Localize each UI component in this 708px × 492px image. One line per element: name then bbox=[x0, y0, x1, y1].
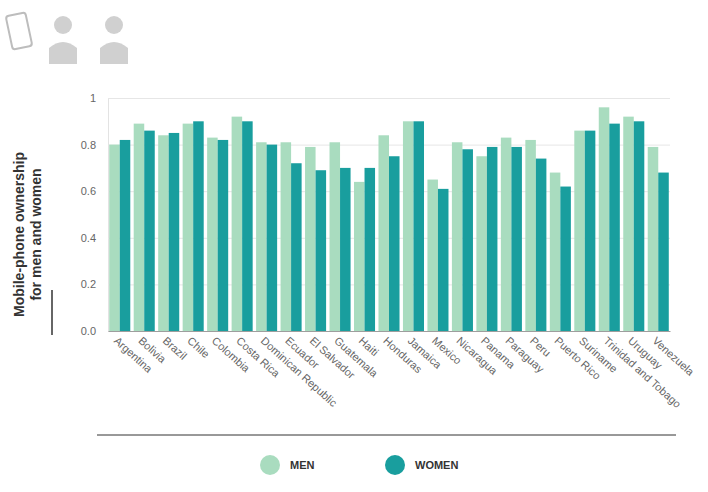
y-axis-line bbox=[109, 99, 671, 332]
legend-swatch bbox=[385, 455, 405, 475]
y-axis-title-line: for men and women bbox=[28, 168, 44, 300]
bar bbox=[242, 121, 253, 331]
title-underline bbox=[51, 290, 53, 335]
bar bbox=[316, 170, 327, 331]
bar bbox=[560, 187, 571, 331]
y-tick-label: 0.2 bbox=[81, 278, 96, 290]
bar bbox=[525, 140, 536, 331]
legend-label: MEN bbox=[290, 459, 315, 471]
bar bbox=[340, 168, 351, 331]
bar bbox=[291, 163, 302, 331]
grid-line bbox=[108, 98, 670, 99]
x-axis: ArgentinaBoliviaBrazilChileColombiaCosta… bbox=[109, 331, 698, 410]
x-tick: Mexico bbox=[430, 331, 464, 367]
bar bbox=[183, 124, 194, 331]
bar bbox=[476, 156, 487, 331]
bar bbox=[158, 135, 169, 331]
bar bbox=[511, 147, 522, 331]
bar bbox=[462, 149, 473, 331]
y-tick-label: 0.8 bbox=[81, 139, 96, 151]
bar bbox=[550, 173, 561, 331]
divider bbox=[97, 435, 676, 436]
bar bbox=[193, 121, 204, 331]
man-icon-body bbox=[49, 42, 77, 64]
y-tick-label: 0.4 bbox=[81, 232, 96, 244]
bar bbox=[634, 121, 645, 331]
x-tick-label: Peru bbox=[528, 334, 553, 358]
bar bbox=[281, 142, 292, 331]
bar bbox=[267, 145, 278, 331]
y-axis-title-line: Mobile-phone ownership bbox=[11, 152, 27, 317]
bar bbox=[330, 142, 341, 331]
bar bbox=[427, 180, 438, 331]
x-tick: Dominican Republic bbox=[259, 331, 340, 409]
x-axis-line bbox=[109, 331, 671, 332]
bar bbox=[120, 140, 131, 331]
bar bbox=[378, 135, 389, 331]
x-tick-label: Chile bbox=[185, 334, 212, 360]
x-tick-label: Venezuela bbox=[650, 334, 697, 378]
legend-swatch bbox=[260, 455, 280, 475]
bar bbox=[109, 145, 120, 331]
man-icon bbox=[54, 16, 72, 34]
y-axis-title: Mobile-phone ownershipfor men and women bbox=[11, 152, 44, 317]
bar bbox=[501, 138, 512, 331]
bar bbox=[648, 147, 659, 331]
bar bbox=[169, 133, 180, 331]
bar bbox=[134, 124, 145, 331]
grid-line bbox=[108, 331, 670, 332]
bar bbox=[438, 189, 449, 331]
bar bbox=[585, 131, 596, 331]
bar bbox=[536, 159, 547, 331]
phone-icon bbox=[6, 12, 33, 49]
series-bars bbox=[120, 121, 669, 331]
bar bbox=[354, 182, 365, 331]
bar bbox=[487, 147, 498, 331]
bars bbox=[109, 107, 669, 331]
x-tick-label: Brazil bbox=[161, 334, 189, 361]
x-tick: Peru bbox=[528, 331, 553, 359]
woman-icon-body bbox=[100, 42, 128, 64]
bar bbox=[609, 124, 620, 331]
bar bbox=[256, 142, 267, 331]
bar bbox=[305, 147, 316, 331]
x-tick: Trinidad and Tobago bbox=[601, 331, 683, 410]
legend: MEN WOMEN bbox=[260, 455, 458, 475]
y-axis: 0.0 0.2 0.4 0.6 0.8 1 bbox=[81, 92, 670, 337]
bar bbox=[232, 117, 243, 331]
x-tick: Guatemala bbox=[332, 331, 381, 380]
y-tick-label: 0.0 bbox=[81, 325, 96, 337]
bar bbox=[599, 107, 610, 331]
x-tick-label: Haiti bbox=[357, 334, 381, 358]
bar bbox=[218, 140, 229, 331]
x-tick: Venezuela bbox=[650, 331, 697, 378]
bar bbox=[365, 168, 376, 331]
y-tick-label: 1 bbox=[90, 92, 96, 104]
y-tick: 1 bbox=[90, 92, 670, 104]
bar bbox=[413, 121, 424, 331]
bar bbox=[452, 142, 463, 331]
bar bbox=[658, 173, 669, 331]
x-tick-label: Guatemala bbox=[332, 334, 381, 380]
x-tick: Chile bbox=[185, 331, 212, 360]
bar bbox=[389, 156, 400, 331]
x-tick: Bolivia bbox=[136, 331, 169, 366]
legend-label: WOMEN bbox=[415, 459, 458, 471]
bar bbox=[403, 121, 414, 331]
header-icons bbox=[6, 12, 128, 64]
chart: 0.0 0.2 0.4 0.6 0.8 1 ArgentinaBoliviaBrazilCh… bbox=[0, 0, 708, 492]
bar bbox=[623, 117, 634, 331]
y-tick-label: 0.6 bbox=[81, 185, 96, 197]
bar bbox=[207, 138, 218, 331]
x-tick: Haiti bbox=[357, 331, 381, 358]
x-tick: Brazil bbox=[161, 331, 189, 362]
series-bars bbox=[109, 107, 658, 331]
bar bbox=[574, 131, 585, 331]
woman-icon bbox=[105, 16, 123, 34]
bar bbox=[144, 131, 155, 331]
